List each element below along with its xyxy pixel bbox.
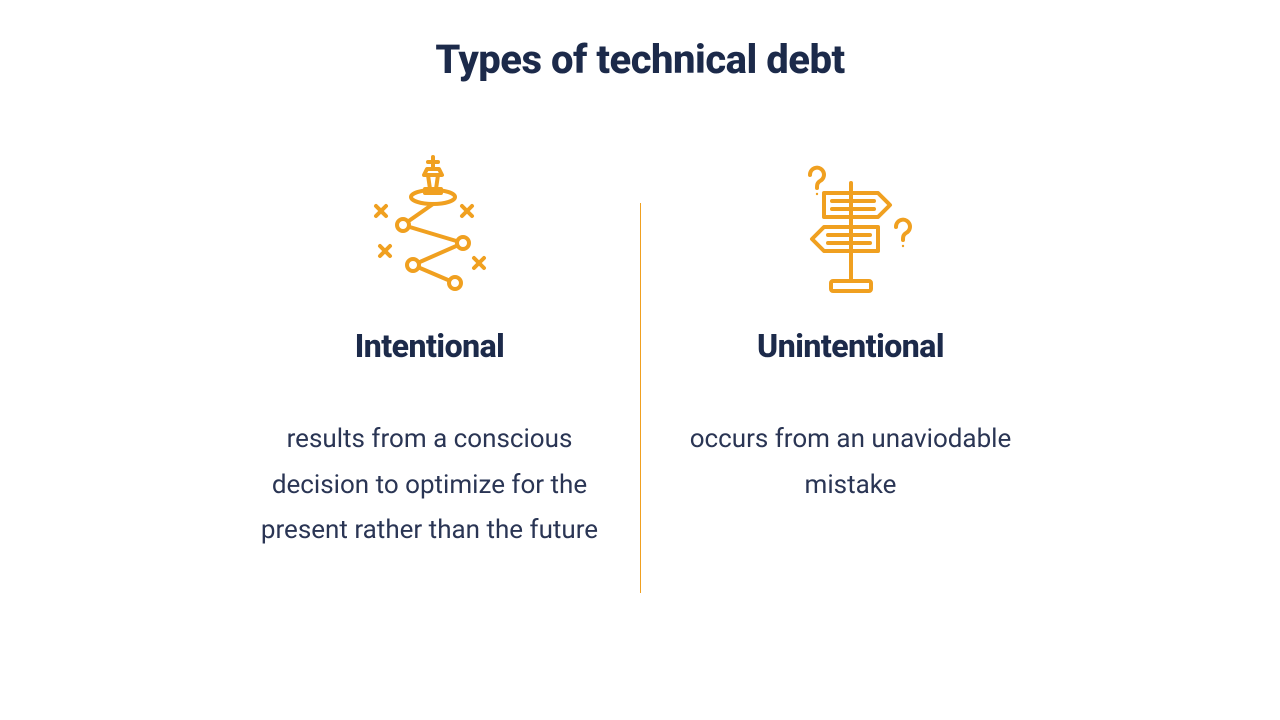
column-intentional: Intentional results from a conscious dec… — [220, 153, 640, 593]
heading-unintentional: Unintentional — [757, 327, 944, 365]
heading-intentional: Intentional — [355, 327, 505, 365]
description-intentional: results from a conscious decision to opt… — [240, 417, 620, 554]
page-title: Types of technical debt — [0, 0, 1280, 83]
description-unintentional: occurs from an unaviodable mistake — [661, 417, 1041, 508]
strategy-chess-icon — [355, 153, 505, 303]
columns-container: Intentional results from a conscious dec… — [0, 153, 1280, 593]
signpost-question-icon — [776, 153, 926, 303]
column-unintentional: Unintentional occurs from an unaviodable… — [641, 153, 1061, 593]
